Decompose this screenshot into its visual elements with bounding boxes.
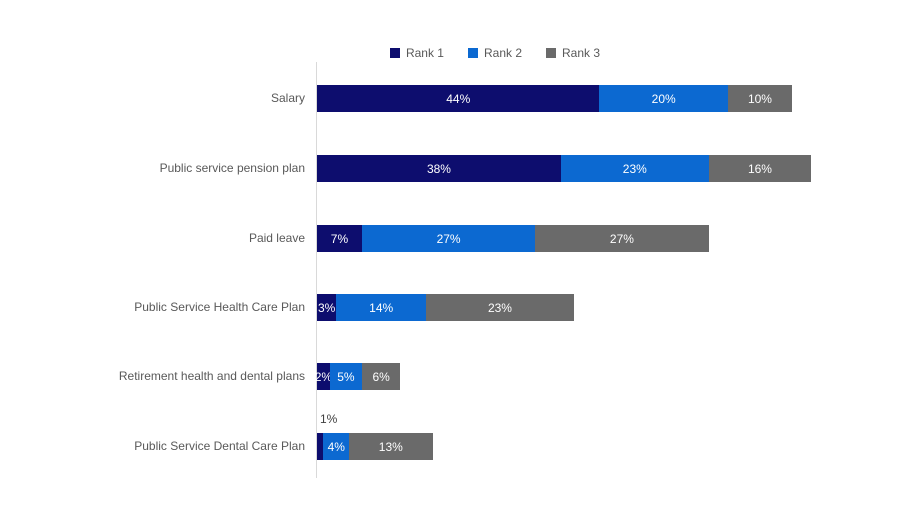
- bar-segment-rank3: 13%: [349, 433, 433, 460]
- bar-value-label: 20%: [651, 91, 676, 106]
- bar-segment-rank1: 2%: [314, 363, 333, 390]
- bar-value-label: 23%: [622, 161, 647, 176]
- chart-legend: Rank 1 Rank 2 Rank 3: [90, 46, 900, 60]
- bar-segment-rank3: 23%: [426, 294, 574, 321]
- bar-value-label: 3%: [317, 300, 336, 315]
- bar-segment-rank2: 23%: [560, 155, 709, 182]
- bar-segment-rank1: 38%: [317, 155, 561, 182]
- category-label: Retirement health and dental plans: [118, 369, 305, 383]
- bar-segment-rank2: 4%: [323, 433, 350, 460]
- bar-value-label: 6%: [372, 369, 390, 384]
- bar-row: 7% 27% 27%: [317, 225, 709, 252]
- bar-value-label: 44%: [446, 91, 471, 106]
- bar-row: 38% 23% 16%: [317, 155, 812, 182]
- bar-value-label: 5%: [337, 369, 355, 384]
- bar-value-label: 10%: [747, 91, 772, 106]
- category-label: Paid leave: [248, 231, 305, 245]
- rank3-swatch-icon: [546, 48, 557, 58]
- bar-value-label: 4%: [327, 439, 345, 454]
- bar-value-label: 7%: [330, 231, 349, 246]
- bar-segment-rank3: 27%: [535, 225, 709, 252]
- bar-value-label: 23%: [487, 300, 512, 315]
- bar-segment-rank1: 7%: [317, 225, 362, 252]
- legend-label-rank2: Rank 2: [483, 46, 523, 60]
- bar-segment-rank3: 10%: [727, 85, 793, 112]
- bar-row: 44% 20% 10%: [317, 85, 793, 112]
- category-label: Public Service Dental Care Plan: [134, 439, 305, 453]
- legend-item-rank2: Rank 2: [467, 46, 523, 60]
- category-labels-column: Salary Public service pension plan Paid le…: [0, 0, 305, 506]
- bar-segment-rank2: 20%: [599, 85, 728, 112]
- plot-area: 44% 20% 10% 38% 23% 16% 7% 27% 27% 3% 14% 23% 2% 5% 6%…: [314, 0, 900, 506]
- bar-value-label: 13%: [378, 439, 403, 454]
- legend-label-rank3: Rank 3: [562, 46, 601, 60]
- legend-item-rank1: Rank 1: [389, 46, 444, 60]
- bar-value-label: 38%: [426, 161, 451, 176]
- bar-value-label: 2%: [314, 369, 333, 384]
- bar-segment-rank3: 16%: [708, 155, 812, 182]
- outside-value-label: 1%: [320, 412, 338, 426]
- rank2-swatch-icon: [467, 48, 478, 58]
- bar-value-label: 14%: [369, 300, 394, 315]
- bar-segment-rank2: 27%: [361, 225, 536, 252]
- category-label: Public Service Health Care Plan: [134, 300, 305, 314]
- bar-segment-rank2: 5%: [329, 363, 362, 390]
- bar-segment-rank3: 6%: [361, 363, 401, 390]
- rank1-swatch-icon: [389, 48, 400, 58]
- legend-label-rank1: Rank 1: [405, 46, 444, 60]
- legend-item-rank3: Rank 3: [546, 46, 600, 60]
- bar-segment-rank1: 3%: [317, 294, 337, 321]
- bar-value-label: 27%: [609, 231, 634, 246]
- bar-value-label: 27%: [436, 231, 461, 246]
- bar-segment-rank1: 44%: [317, 85, 600, 112]
- bar-row: 3% 14% 23%: [317, 294, 574, 321]
- bar-segment-rank2: 14%: [336, 294, 427, 321]
- category-label: Salary: [270, 91, 305, 105]
- bar-value-label: 16%: [747, 161, 772, 176]
- category-label: Public service pension plan: [159, 161, 305, 175]
- bar-row: 4% 13%: [317, 433, 433, 460]
- vertical-axis-line: [316, 62, 317, 478]
- bar-segment-rank1: [317, 433, 324, 460]
- bar-row: 2% 5% 6%: [314, 363, 401, 390]
